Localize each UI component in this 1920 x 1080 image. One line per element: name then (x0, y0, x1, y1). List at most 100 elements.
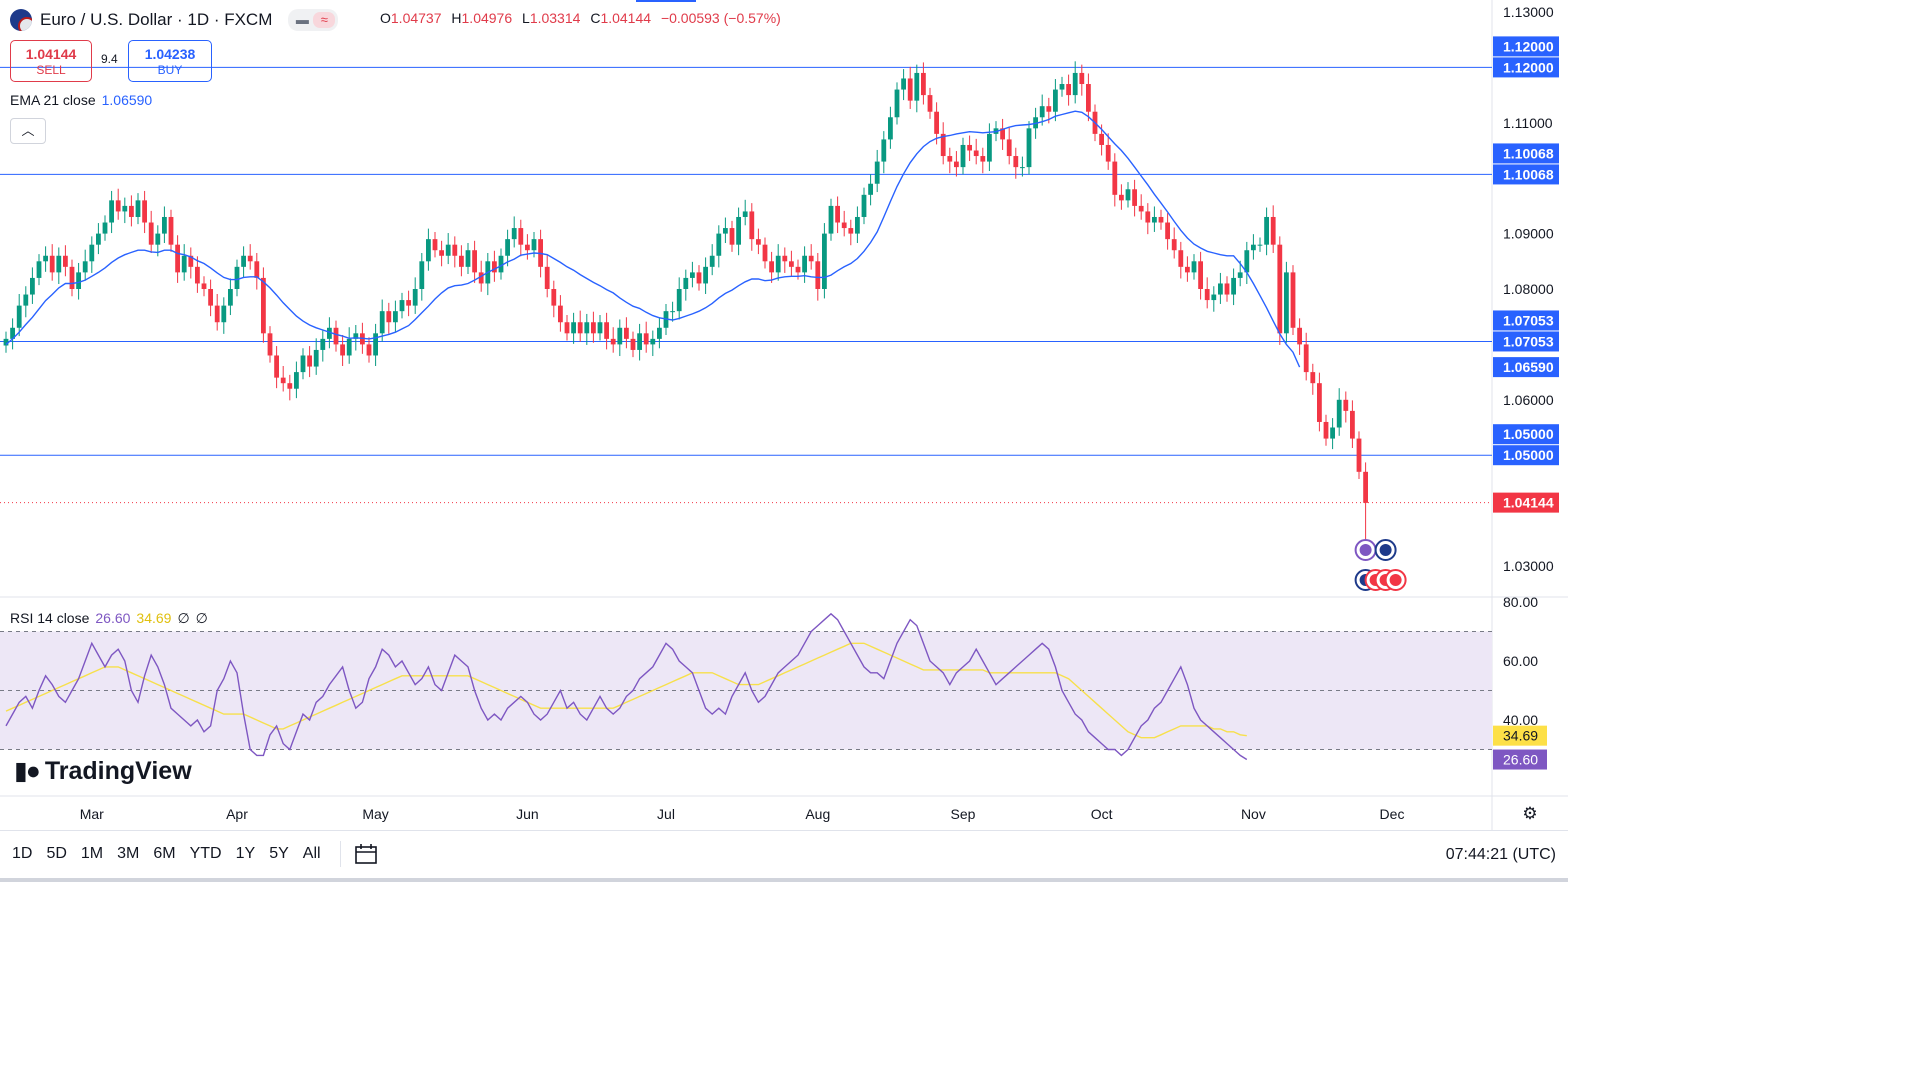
candle-body (1218, 283, 1223, 295)
calendar-icon[interactable] (354, 843, 378, 865)
candle-body (1303, 344, 1309, 373)
last-price-label: 1.04144 (1503, 495, 1554, 511)
candle-body (1244, 250, 1250, 273)
candle-body (577, 322, 583, 334)
collapse-legend-button[interactable]: ︿ (10, 118, 46, 144)
price-chart[interactable]: 1.13000 1.11000 1.09000 1.08000 1.06000 1.030… (0, 0, 1568, 830)
candle-body (525, 244, 530, 251)
candle-body (10, 327, 15, 339)
ema-legend-value: 1.06590 (101, 92, 153, 108)
candle-body (109, 200, 114, 223)
candle-body (696, 272, 702, 284)
sell-button[interactable]: 1.04144 SELL (10, 40, 92, 82)
candle-body (1224, 283, 1230, 295)
rsi-value-label-bg (1493, 749, 1547, 770)
tradingview-logo[interactable]: ▮● TradingView (14, 756, 192, 786)
candle-body (247, 255, 253, 262)
candle-body (690, 272, 695, 278)
candle-body (459, 255, 464, 267)
rsi-ma-label: 34.69 (1503, 728, 1538, 744)
candle-body (901, 78, 906, 90)
time-axis-tick: Nov (1241, 806, 1266, 822)
candle-body (280, 377, 286, 384)
ohlc-low: 1.03314 (529, 10, 581, 26)
candle-body (135, 200, 141, 217)
timeframe-6m[interactable]: 6M (153, 845, 176, 862)
candle-body (313, 349, 319, 367)
candle-body (1119, 194, 1124, 201)
utc-clock[interactable]: 07:44:21 (UTC) (1445, 846, 1556, 863)
time-axis-tick: Mar (80, 806, 104, 822)
price-line-label-bg (1493, 57, 1559, 78)
rsi-ma-line (5, 642, 1247, 739)
candle-body (762, 244, 768, 262)
candle-body (921, 72, 926, 96)
tradingview-logo-icon: ▮● (14, 757, 41, 785)
candle-body (1020, 167, 1025, 169)
candle-body (452, 244, 458, 256)
candle-body (861, 194, 867, 217)
timeframe-5d[interactable]: 5D (46, 845, 67, 862)
buy-button[interactable]: 1.04238 BUY (128, 40, 212, 82)
toolbar-divider (340, 841, 341, 867)
candle-body (868, 183, 873, 195)
candle-body (346, 338, 352, 356)
candle-body (1086, 84, 1091, 112)
candle-body (472, 250, 477, 273)
candle-body (564, 322, 570, 334)
candle-body (1152, 216, 1157, 223)
timeframe-1m[interactable]: 1M (80, 845, 104, 862)
candle-body (142, 200, 147, 223)
candle-body (89, 244, 95, 262)
candle-body (195, 266, 200, 284)
rsi-ma-label-bg (1493, 725, 1547, 746)
time-axis-tick: Jul (657, 806, 675, 822)
candle-body (756, 239, 761, 245)
candle-body (703, 266, 708, 284)
candle-body (518, 228, 524, 245)
candle-body (1006, 139, 1012, 157)
candle-body (1257, 244, 1263, 246)
price-line-label: 1.12000 (1503, 38, 1554, 54)
horizontal-scrollbar[interactable] (0, 878, 1568, 882)
candle-body (1284, 272, 1289, 334)
candle-body (637, 333, 642, 350)
candle-body (181, 255, 187, 273)
candle-body (327, 327, 332, 339)
timeframe-bar: 1D 5D 1M 3M 6M YTD 1Y 5Y All (12, 845, 335, 863)
candle-body (610, 338, 616, 345)
candle-body (802, 255, 807, 273)
timeframe-all[interactable]: All (302, 845, 321, 862)
candle-body (162, 216, 167, 234)
candle-body (650, 338, 656, 345)
event-marker-dot (1359, 544, 1372, 556)
candle-body (1297, 327, 1302, 345)
symbol-header[interactable]: Euro / U.S. Dollar · 1D · FXCM ▬ ≈ (10, 8, 339, 32)
rsi-axis-tick: 80.00 (1503, 594, 1538, 610)
symbol-title[interactable]: Euro / U.S. Dollar · 1D · FXCM (40, 10, 273, 29)
timeframe-ytd[interactable]: YTD (189, 845, 222, 862)
candle-body (214, 305, 220, 323)
timeframe-3m[interactable]: 3M (117, 845, 140, 862)
time-axis-tick: Dec (1380, 806, 1405, 822)
timeframe-5y[interactable]: 5Y (269, 845, 289, 862)
candle-body (782, 255, 788, 262)
timeframe-1d[interactable]: 1D (12, 845, 33, 862)
candle-body (795, 266, 801, 273)
rsi-legend-extra1: ∅ (177, 610, 190, 626)
data-status-pill[interactable]: ▬ ≈ (288, 9, 339, 31)
rsi-legend[interactable]: RSI 14 close 26.60 34.69 ∅ ∅ (10, 610, 208, 627)
price-axis-tick: 1.13000 (1503, 4, 1554, 20)
candle-body (736, 216, 741, 245)
settings-icon[interactable]: ⚙ (1522, 804, 1538, 823)
ohlc-high-key: H (451, 10, 462, 26)
candle-body (201, 283, 207, 289)
candle-body (1178, 250, 1184, 267)
candle-body (841, 222, 847, 229)
timeframe-1y[interactable]: 1Y (235, 845, 256, 862)
candle-body (894, 89, 900, 118)
candle-body (1099, 133, 1104, 145)
price-line-label-bg (1493, 143, 1559, 164)
rsi-line (5, 612, 1248, 761)
ema-legend[interactable]: EMA 21 close 1.06590 (10, 92, 152, 108)
